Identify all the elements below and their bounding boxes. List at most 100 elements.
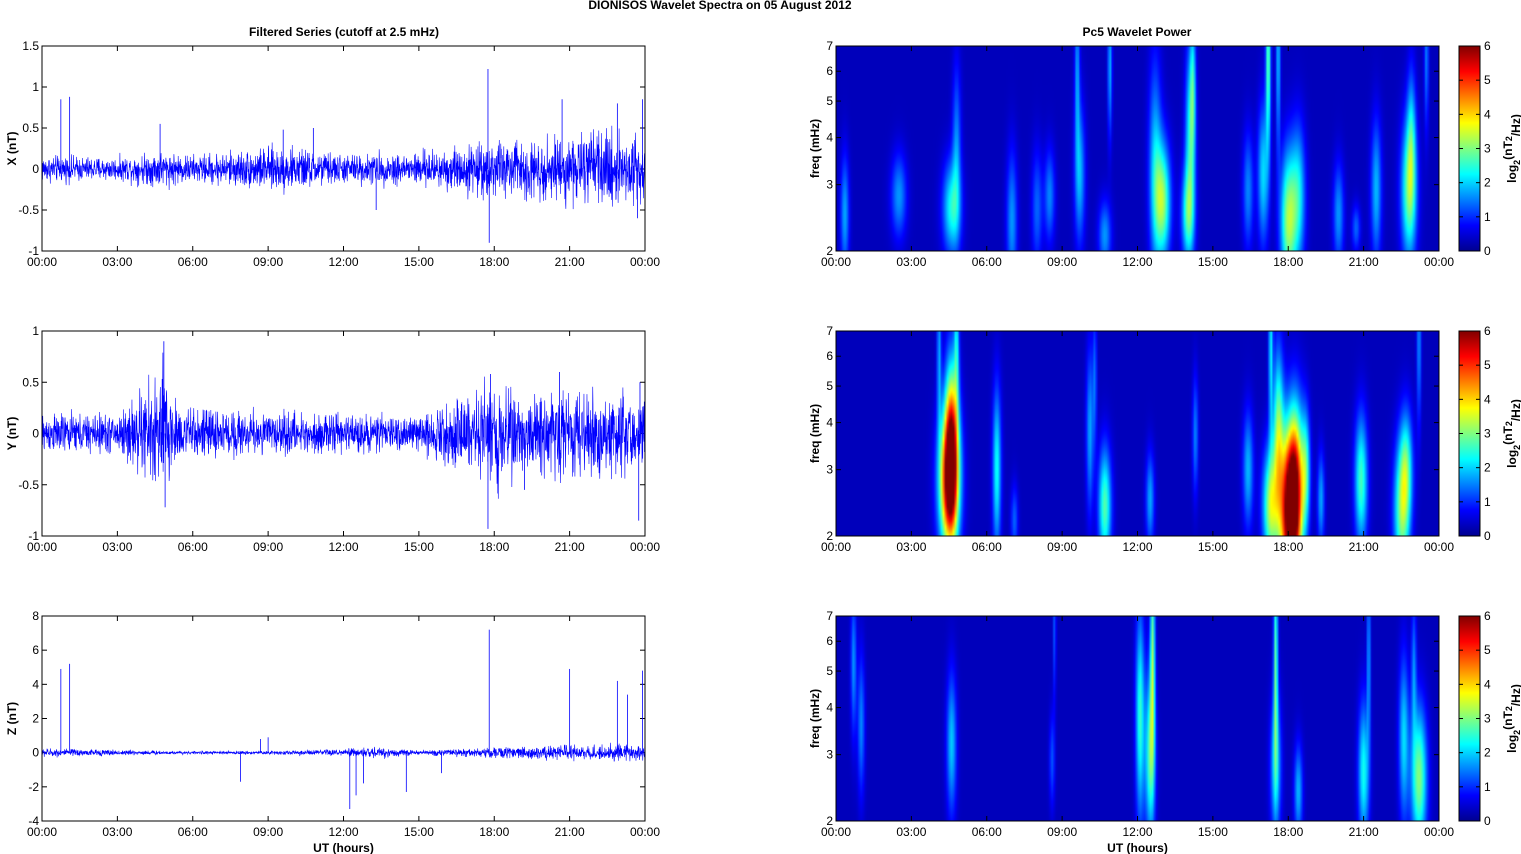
axes-frame (835, 45, 1440, 252)
x-tick-label: 09:00 (253, 540, 283, 554)
axes-frame (835, 330, 1440, 537)
x-tick-label: 00:00 (630, 255, 660, 269)
colorbar-label: log2(nT2/Hz) (1501, 114, 1521, 183)
x-tick-label: 12:00 (328, 540, 358, 554)
x-tick-label: 06:00 (972, 825, 1002, 839)
y-tick-label: 0 (32, 746, 39, 760)
wavelet-power-map (836, 46, 1439, 251)
x-axis-label: UT (hours) (313, 841, 374, 854)
y-tick-label: -0.5 (18, 203, 39, 217)
y-tick-label: 5 (826, 94, 833, 108)
y-tick-label: -1 (28, 529, 39, 543)
colorbar-tick-label: 1 (1484, 210, 1491, 224)
y-tick-label: 1 (32, 324, 39, 338)
colorbar-label: log2(nT2/Hz) (1501, 684, 1521, 753)
x-tick-label: 15:00 (404, 825, 434, 839)
colorbar-tick-label: 0 (1484, 244, 1491, 258)
x-tick-label: 00:00 (821, 825, 851, 839)
x-tick-label: 03:00 (896, 255, 926, 269)
x-tick-label: 09:00 (1047, 540, 1077, 554)
axes-frame (41, 45, 646, 252)
x-tick-label: 06:00 (178, 825, 208, 839)
colorbar-tick-label: 5 (1484, 358, 1491, 372)
x-tick-label: 00:00 (27, 825, 57, 839)
y-tick-label: 1.5 (22, 39, 39, 53)
y-tick-label: 0.5 (22, 121, 39, 135)
series-line (42, 125, 645, 210)
x-tick-label: 21:00 (555, 255, 585, 269)
x-tick-label: 21:00 (1349, 825, 1379, 839)
x-tick-label: 09:00 (253, 825, 283, 839)
x-tick-label: 00:00 (630, 540, 660, 554)
figure-title: DIONISOS Wavelet Spectra on 05 August 20… (588, 0, 852, 12)
colorbar-tick-label: 1 (1484, 780, 1491, 794)
y-tick-label: 0 (32, 427, 39, 441)
axes-frame (41, 615, 646, 822)
colorbar-tick-label: 5 (1484, 643, 1491, 657)
plot-area (42, 46, 645, 251)
x-tick-label: 00:00 (821, 540, 851, 554)
y-tick-label: 3 (826, 178, 833, 192)
colorbar-tick-label: 1 (1484, 495, 1491, 509)
x-tick-label: 12:00 (1122, 255, 1152, 269)
y-tick-label: 2 (826, 529, 833, 543)
y-tick-label: 7 (826, 324, 833, 338)
x-tick-label: 21:00 (555, 540, 585, 554)
y-tick-label: 1 (32, 80, 39, 94)
wavelet-power-map (836, 616, 1439, 821)
y-tick-label: 4 (826, 701, 833, 715)
x-tick-label: 15:00 (1198, 540, 1228, 554)
x-tick-label: 03:00 (102, 255, 132, 269)
series-line (42, 352, 645, 499)
colorbar-tick-label: 6 (1484, 39, 1491, 53)
y-power-panel: 00:00 03:00 06:00 09:00 12:00 15:00 18:00 21:00… (808, 324, 1521, 554)
x-tick-label: 21:00 (1349, 255, 1379, 269)
colorbar-tick-label: 0 (1484, 529, 1491, 543)
x-series-panel: 00:00 03:00 06:00 09:00 12:00 15:00 18:00 21:00… (5, 39, 660, 269)
y-tick-label: 4 (826, 416, 833, 430)
x-tick-label: 06:00 (178, 255, 208, 269)
y-tick-label: 2 (826, 814, 833, 828)
y-tick-label: 4 (32, 677, 39, 691)
y-tick-label: 3 (826, 748, 833, 762)
x-tick-label: 00:00 (27, 255, 57, 269)
colorbar-tick-label: 3 (1484, 142, 1491, 156)
x-tick-label: 21:00 (555, 825, 585, 839)
x-tick-label: 18:00 (479, 825, 509, 839)
colorbar-tick-label: 0 (1484, 814, 1491, 828)
x-tick-label: 00:00 (1424, 825, 1454, 839)
x-tick-label: 18:00 (479, 255, 509, 269)
y-axis-label: freq (mHz) (808, 404, 822, 463)
x-tick-label: 03:00 (102, 540, 132, 554)
colorbar-tick-label: 2 (1484, 176, 1491, 190)
y-axis-label: freq (mHz) (808, 689, 822, 748)
z-power-panel: 00:00 03:00 06:00 09:00 12:00 15:00 18:00 21:00… (808, 609, 1521, 854)
colorbar-tick-label: 5 (1484, 73, 1491, 87)
x-tick-label: 15:00 (404, 540, 434, 554)
y-tick-label: 6 (32, 643, 39, 657)
y-tick-label: -2 (28, 780, 39, 794)
x-tick-label: 00:00 (27, 540, 57, 554)
y-tick-label: -1 (28, 244, 39, 258)
x-tick-label: 18:00 (479, 540, 509, 554)
y-tick-label: 2 (32, 712, 39, 726)
colorbar-label: log2(nT2/Hz) (1501, 399, 1521, 468)
y-tick-label: 5 (826, 379, 833, 393)
wavelet-power-map (836, 331, 1439, 536)
left-column-title: Filtered Series (cutoff at 2.5 mHz) (249, 25, 439, 39)
x-tick-label: 00:00 (821, 255, 851, 269)
y-axis-label: freq (mHz) (808, 119, 822, 178)
y-tick-label: 7 (826, 609, 833, 623)
y-series-panel: 00:00 03:00 06:00 09:00 12:00 15:00 18:00 21:00… (5, 324, 660, 554)
x-tick-label: 06:00 (972, 540, 1002, 554)
colorbar-tick-label: 3 (1484, 712, 1491, 726)
y-tick-label: 4 (826, 131, 833, 145)
y-tick-label: 6 (826, 634, 833, 648)
x-tick-label: 09:00 (1047, 255, 1077, 269)
x-tick-label: 00:00 (630, 825, 660, 839)
x-tick-label: 18:00 (1273, 825, 1303, 839)
colorbar-tick-label: 4 (1484, 392, 1491, 406)
colorbar-tick-label: 3 (1484, 427, 1491, 441)
x-axis-label: UT (hours) (1107, 841, 1168, 854)
x-tick-label: 12:00 (1122, 540, 1152, 554)
